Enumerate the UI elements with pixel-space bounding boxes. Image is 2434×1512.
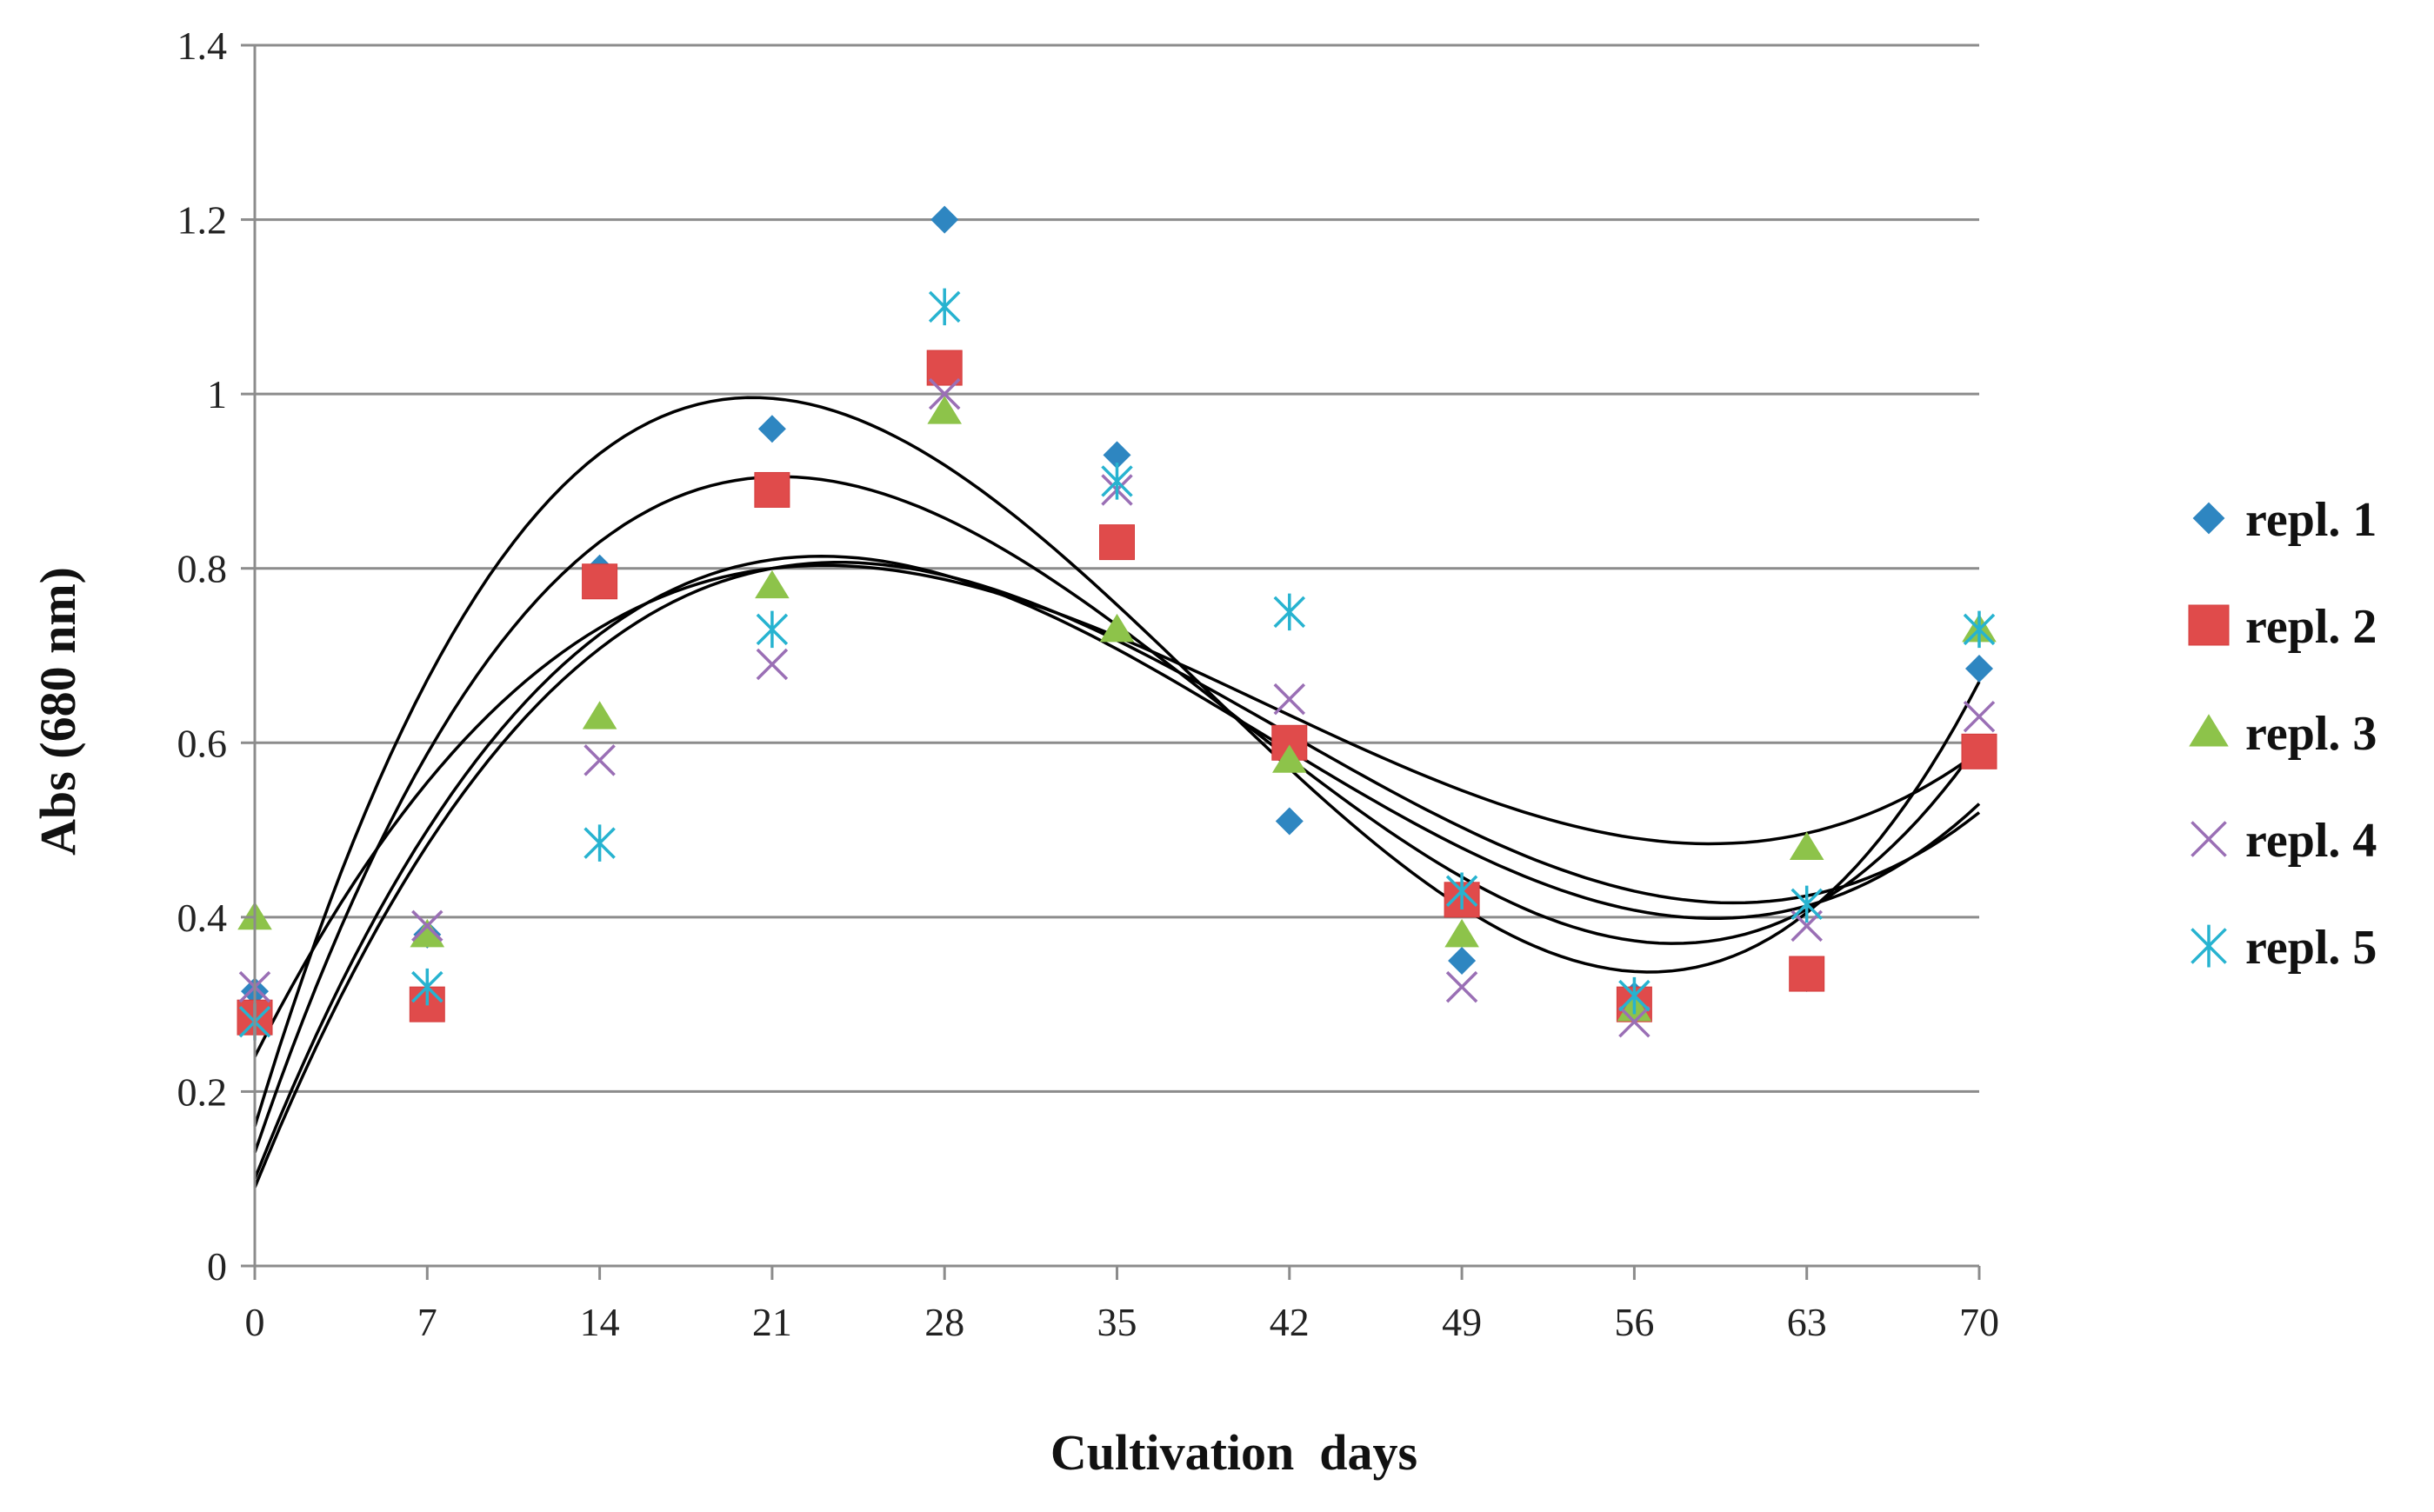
x-tick-label-10: 70: [1959, 1300, 1999, 1344]
point-repl5-day28: [928, 288, 961, 326]
x-tick-label-1: 7: [417, 1300, 437, 1344]
trendline-5: [253, 561, 1981, 1189]
point-repl4-day14: [583, 744, 616, 776]
y-tick-label-0: 0: [207, 1244, 227, 1289]
point-repl3-day28: [927, 396, 962, 424]
point-repl4-day70: [1963, 700, 1996, 733]
point-repl2-day63: [1789, 956, 1825, 992]
x-tick-label-2: 14: [580, 1300, 620, 1344]
point-repl5-day49: [1445, 872, 1478, 910]
legend-marker-4: [2191, 821, 2227, 857]
point-repl5-day35: [1101, 463, 1133, 500]
y-tick-label-6: 1.2: [177, 198, 228, 243]
point-repl4-day28: [928, 377, 961, 410]
point-repl1-day49: [1448, 947, 1477, 975]
x-axis-title: Cultivation days: [1050, 1424, 1417, 1481]
trendlines: [253, 396, 1981, 1189]
legend-label-3: repl. 3: [2245, 707, 2377, 761]
point-repl5-day56: [1618, 976, 1650, 1015]
y-axis-title: Abs (680 nm): [30, 567, 86, 856]
point-repl5-day21: [756, 610, 789, 649]
point-repl3-day21: [755, 569, 790, 599]
x-tick-label-6: 42: [1270, 1300, 1310, 1344]
point-repl1-day35: [1103, 441, 1131, 470]
point-repl5-day14: [583, 824, 616, 862]
point-repl1-day42: [1275, 807, 1304, 836]
point-repl2-day70: [1961, 733, 1997, 769]
axes: [253, 45, 1979, 1268]
legend-marker-3: [2189, 714, 2229, 747]
legend-label-1: repl. 1: [2245, 493, 2377, 547]
legend-label-5: repl. 5: [2245, 921, 2377, 975]
point-repl5-day7: [411, 968, 443, 1006]
x-tick-label-8: 56: [1614, 1300, 1654, 1344]
y-axis-ticks: 0 0.2 0.4 0.6 0.8 1 1.2 1.4: [177, 23, 255, 1289]
point-repl5-day70: [1963, 610, 1996, 649]
x-tick-label-3: 21: [752, 1300, 792, 1344]
point-repl2-day28: [926, 350, 963, 386]
legend-marker-1: [2192, 502, 2225, 535]
series-1: [241, 205, 1993, 1010]
x-axis-ticks: 0 7 14 21 28 35 42 49 56 63 70: [245, 1266, 1999, 1344]
y-tick-label-1: 0.2: [177, 1069, 228, 1114]
y-tick-label-5: 1: [207, 372, 227, 416]
y-tick-label-4: 0.8: [177, 547, 228, 591]
point-repl4-day7: [411, 909, 443, 943]
x-tick-label-4: 28: [924, 1300, 964, 1344]
legend-marker-5: [2191, 924, 2227, 968]
point-repl2-day14: [582, 563, 618, 600]
legend: repl. 1 repl. 2 repl. 3 repl. 4 repl. 5: [2188, 493, 2377, 975]
point-repl4-day42: [1273, 683, 1306, 716]
point-repl3-day35: [1099, 613, 1135, 643]
data-points: [237, 205, 1997, 1041]
point-repl5-day42: [1273, 593, 1306, 631]
x-tick-label-0: 0: [245, 1300, 265, 1344]
point-repl3-day49: [1444, 918, 1479, 948]
y-tick-label-3: 0.6: [177, 721, 228, 765]
trendline-1: [253, 396, 1981, 1128]
point-repl2-day35: [1099, 524, 1135, 561]
point-repl3-day42: [1272, 744, 1307, 773]
trendline-4: [253, 554, 1981, 1180]
point-repl2-day21: [754, 471, 790, 508]
legend-label-4: repl. 4: [2245, 814, 2377, 868]
point-repl3-day63: [1789, 831, 1824, 861]
series-5: [238, 288, 1996, 1041]
x-tick-label-7: 49: [1442, 1300, 1482, 1344]
legend-marker-2: [2188, 604, 2230, 646]
x-tick-label-5: 35: [1097, 1300, 1137, 1344]
point-repl1-day70: [1965, 655, 1993, 683]
trendline-2: [253, 475, 1981, 1154]
gridlines: [255, 43, 1979, 1093]
point-repl4-day49: [1445, 970, 1478, 1003]
point-repl1-day28: [930, 205, 959, 234]
legend-label-2: repl. 2: [2245, 600, 2377, 654]
y-tick-label-7: 1.4: [177, 23, 228, 68]
x-tick-label-9: 63: [1787, 1300, 1827, 1344]
point-repl3-day14: [582, 701, 617, 729]
point-repl1-day21: [757, 415, 786, 443]
y-tick-label-2: 0.4: [177, 896, 228, 940]
point-repl4-day21: [756, 648, 789, 681]
point-repl4-day56: [1618, 1005, 1650, 1038]
point-repl5-day63: [1790, 885, 1823, 923]
point-repl3-day7: [410, 918, 445, 948]
